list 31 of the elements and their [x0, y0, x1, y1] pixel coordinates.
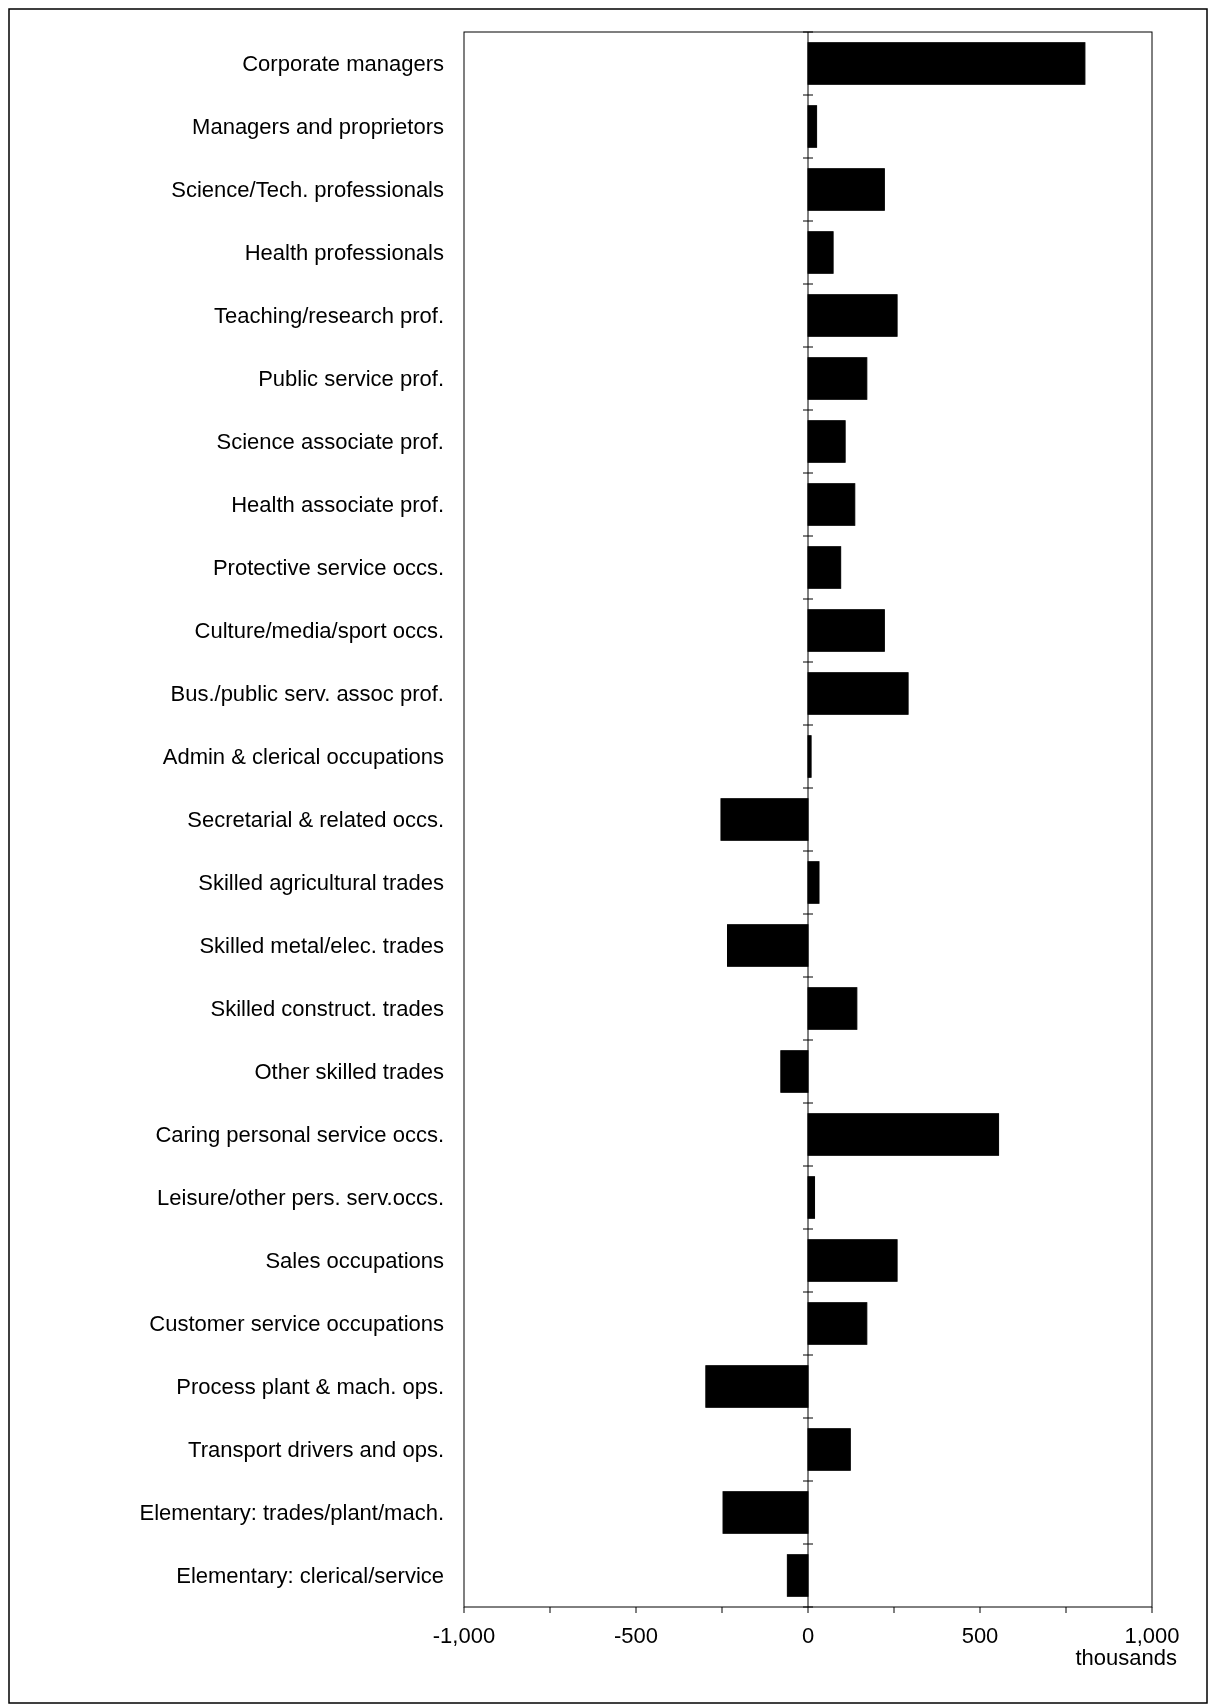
y-tick-label: Admin & clerical occupations [162, 744, 444, 770]
y-tick-label: Sales occupations [265, 1248, 444, 1274]
y-tick-label: Skilled metal/elec. trades [199, 933, 444, 959]
y-tick-label: Culture/media/sport occs. [194, 618, 444, 644]
x-tick-label: 0 [801, 1623, 815, 1648]
y-tick-label: Elementary: trades/plant/mach. [139, 1500, 444, 1526]
y-tick-label: Corporate managers [242, 51, 444, 77]
y-tick-label: Other skilled trades [254, 1059, 444, 1085]
y-tick-label: Elementary: clerical/service [176, 1563, 444, 1589]
y-tick-label: Transport drivers and ops. [188, 1437, 444, 1463]
y-tick-label: Science/Tech. professionals [171, 177, 444, 203]
y-tick-label: Science associate prof. [216, 429, 444, 455]
x-axis-title: thousands [1075, 1645, 1177, 1670]
y-tick-label: Protective service occs. [212, 555, 444, 581]
y-tick-label: Teaching/research prof. [214, 303, 444, 329]
y-tick-label: Customer service occupations [149, 1311, 444, 1337]
y-tick-label: Process plant & mach. ops. [176, 1374, 444, 1400]
x-tick-label: -1,000 [432, 1623, 496, 1648]
y-tick-label: Secretarial & related occs. [187, 807, 444, 833]
y-tick-label: Health professionals [244, 240, 444, 266]
y-tick-label: Skilled construct. trades [210, 996, 444, 1022]
x-tick-label: 500 [961, 1623, 999, 1648]
x-tick-label: -500 [613, 1623, 659, 1648]
y-tick-label: Managers and proprietors [192, 114, 444, 140]
y-tick-label: Bus./public serv. assoc prof. [170, 681, 444, 707]
y-tick-label: Caring personal service occs. [155, 1122, 444, 1148]
y-tick-label: Public service prof. [258, 366, 444, 392]
y-tick-label: Health associate prof. [231, 492, 444, 518]
y-tick-label: Skilled agricultural trades [198, 870, 444, 896]
y-tick-label: Leisure/other pers. serv.occs. [157, 1185, 444, 1211]
x-tick-label: 1,000 [1124, 1623, 1180, 1648]
